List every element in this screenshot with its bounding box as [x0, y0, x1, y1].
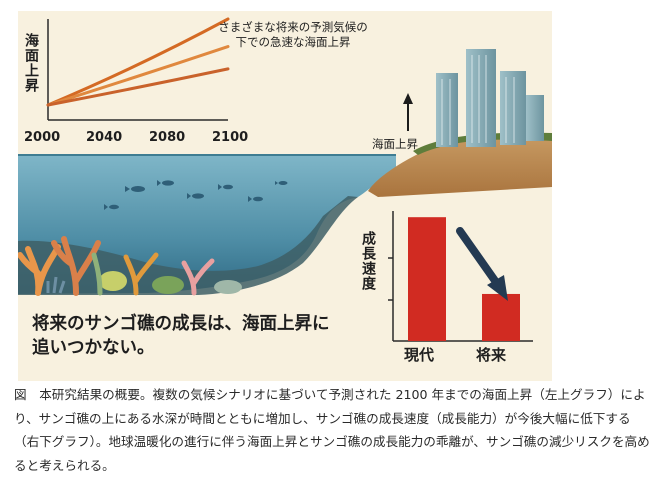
sea-level-series-3	[46, 67, 230, 107]
fish	[104, 180, 288, 210]
figure-caption: 図 本研究結果の概要。複数の気候シナリオに基づいて予測された 2100 年までの…	[14, 387, 650, 473]
headline: 将来のサンゴ礁の成長は、海面上昇に追いつかない。	[32, 314, 330, 358]
coral-reef	[18, 236, 242, 296]
growth-chart	[388, 211, 533, 342]
category-present: 現代	[404, 346, 435, 364]
figure-panel: 海面上昇 2000 2040 2080 2100 さまざまな将来の予測気候の下で…	[18, 11, 552, 381]
sea-level-series-1	[46, 17, 230, 107]
buildings	[436, 49, 544, 147]
growth-axis-label: 成長速度	[360, 231, 376, 291]
growth-bar-present	[408, 217, 446, 341]
category-future: 将来	[476, 346, 507, 364]
x-tick-2100: 2100	[212, 130, 249, 145]
sea-rise-label: 海面上昇	[372, 137, 418, 151]
illustration	[18, 17, 552, 342]
sea-level-chart	[46, 17, 230, 121]
sea-rise-annotation: さまざまな将来の予測気候の下での急速な海面上昇	[218, 20, 368, 49]
x-tick-2080: 2080	[149, 130, 186, 145]
sea-level-axis-label: 海面上昇	[23, 33, 39, 93]
decline-arrow	[456, 227, 508, 301]
seabed	[18, 196, 358, 295]
x-tick-2040: 2040	[86, 130, 123, 145]
shore	[368, 134, 552, 197]
rise-arrow	[403, 93, 413, 131]
sea-level-series-2	[46, 45, 230, 107]
growth-bar-future	[482, 293, 520, 341]
x-tick-2000: 2000	[24, 130, 61, 145]
